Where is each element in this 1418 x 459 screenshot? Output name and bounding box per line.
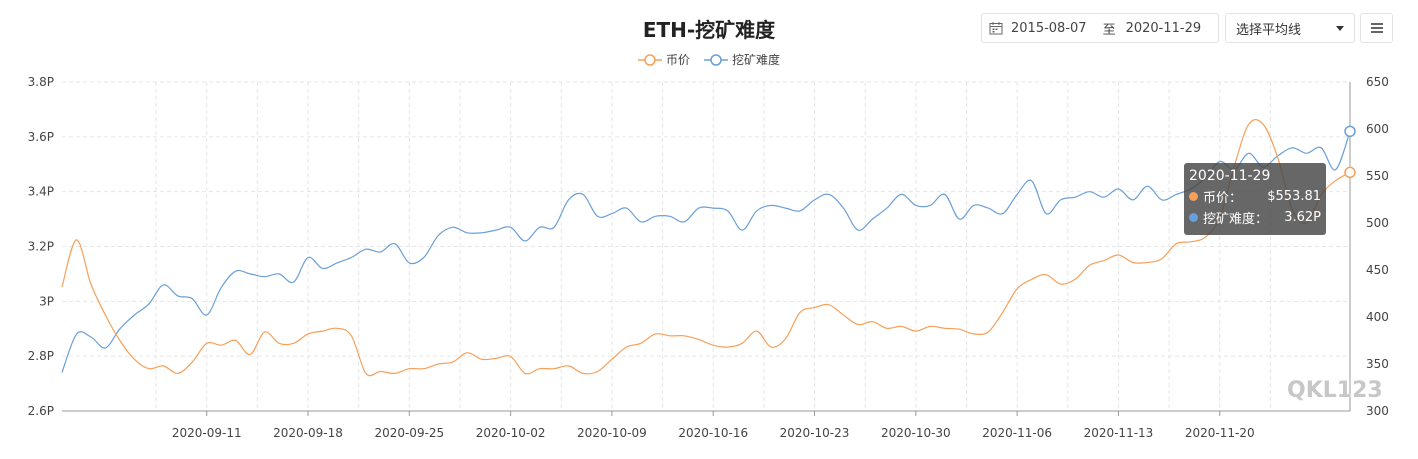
y-left-tick-label: 2.6P <box>28 404 54 418</box>
x-tick-label: 2020-10-16 <box>678 426 748 440</box>
legend: 币价 挖矿难度 <box>0 51 1418 68</box>
y-right-tick-label: 300 <box>1366 404 1389 418</box>
date-separator: 至 <box>1102 22 1116 38</box>
x-axis-labels: 2020-09-11 2020-09-18 2020-09-25 2020-10-02… <box>172 426 1255 440</box>
y-right-tick-label: 350 <box>1366 357 1389 371</box>
difficulty-line <box>61 131 1351 373</box>
tooltip-name-difficulty: 挖矿难度： <box>1203 212 1269 227</box>
y-right-tick-label: 550 <box>1366 169 1389 183</box>
caret-down-icon <box>1336 25 1344 31</box>
tooltip-dot-price <box>1189 192 1198 201</box>
y-left-tick-label: 3.2P <box>28 240 54 254</box>
menu-button[interactable] <box>1360 13 1393 43</box>
y-left-tick-label: 2.8P <box>28 349 54 363</box>
legend-label-price: 币价 <box>665 53 690 67</box>
y-axis-right-labels: 300 350 400 450 500 550 600 650 <box>1366 75 1389 418</box>
series-group <box>61 119 1351 377</box>
tooltip-row-difficulty: 挖矿难度： 3.62P <box>1189 208 1321 227</box>
tooltip-date: 2020-11-29 <box>1189 168 1271 184</box>
y-left-tick-label: 3.8P <box>28 75 54 89</box>
calendar-icon <box>989 22 1003 35</box>
axes <box>62 82 1351 416</box>
grid-lines <box>62 81 1350 411</box>
price-line <box>61 119 1351 377</box>
price-hover-point <box>1344 166 1356 179</box>
x-tick-label: 2020-09-18 <box>273 426 343 440</box>
y-right-tick-label: 500 <box>1366 216 1389 230</box>
tooltip: 2020-11-29 币价： $553.81 挖矿难度： 3.62P <box>1184 163 1326 235</box>
x-tick-label: 2020-10-09 <box>577 426 647 440</box>
y-right-tick-label: 450 <box>1366 263 1389 277</box>
x-tick-label: 2020-11-20 <box>1185 426 1255 440</box>
y-left-tick-label: 3P <box>39 294 54 308</box>
tooltip-value-difficulty: 3.62P <box>1284 210 1321 225</box>
tooltip-dot-difficulty <box>1189 213 1198 222</box>
date-range-picker[interactable]: 2015-08-07 至 2020-11-29 <box>981 13 1219 43</box>
x-tick-label: 2020-10-23 <box>780 426 850 440</box>
x-tick-label: 2020-10-30 <box>881 426 951 440</box>
chart-title: ETH-挖矿难度 <box>642 18 776 42</box>
difficulty-hover-point <box>1344 125 1356 138</box>
y-left-tick-label: 3.6P <box>28 130 54 144</box>
x-tick-label: 2020-09-25 <box>374 426 444 440</box>
hover-markers <box>1344 125 1356 179</box>
watermark-logo: QKL123 <box>1287 378 1383 403</box>
tooltip-row-price: 币价： $553.81 <box>1189 187 1321 206</box>
y-right-tick-label: 400 <box>1366 310 1389 324</box>
hamburger-icon <box>1370 23 1383 33</box>
legend-line-circle-icon <box>637 53 662 66</box>
tooltip-name-price: 币价： <box>1203 191 1243 206</box>
date-end-input[interactable]: 2020-11-29 <box>1125 20 1202 36</box>
legend-line-circle-icon <box>704 53 728 66</box>
x-tick-label: 2020-10-02 <box>476 426 546 440</box>
y-right-tick-label: 650 <box>1366 75 1389 89</box>
y-left-tick-label: 3.4P <box>28 185 54 199</box>
moving-average-select-label: 选择平均线 <box>1236 22 1302 38</box>
date-start-input[interactable]: 2015-08-07 <box>1011 20 1087 36</box>
x-tick-label: 2020-11-06 <box>982 426 1052 440</box>
legend-label-difficulty: 挖矿难度 <box>732 53 781 67</box>
y-axis-left-labels: 2.6P 2.8P 3P 3.2P 3.4P 3.6P 3.8P <box>28 75 54 418</box>
tooltip-value-price: $553.81 <box>1267 189 1321 204</box>
x-tick-label: 2020-11-13 <box>1084 426 1154 440</box>
x-tick-label: 2020-09-11 <box>172 426 242 440</box>
legend-item-difficulty[interactable]: 挖矿难度 <box>704 51 780 68</box>
y-right-tick-label: 600 <box>1366 122 1389 136</box>
moving-average-select[interactable]: 选择平均线 <box>1225 13 1355 43</box>
legend-item-price[interactable]: 币价 <box>637 51 690 68</box>
